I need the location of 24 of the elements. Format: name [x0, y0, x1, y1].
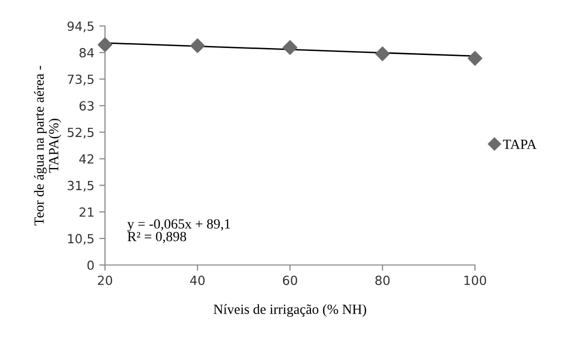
legend-label: TAPA: [503, 140, 537, 149]
point: [375, 46, 390, 62]
y-tick-label: 84: [80, 48, 94, 58]
y-tick-label: 0: [87, 260, 94, 270]
x-tick-label: 20: [98, 276, 112, 286]
x-tick-label: 40: [190, 276, 205, 286]
y-tick-label: 10,5: [68, 234, 94, 245]
y-tick-label: 42: [79, 154, 94, 164]
annotation: y = -0,065x + 89,1 R² = 0,898: [127, 219, 230, 244]
point: [190, 38, 205, 54]
point: [468, 51, 482, 66]
y-tick-label: 52,5: [68, 128, 94, 138]
y-tick-label: 31,5: [68, 180, 94, 192]
point: [282, 40, 298, 55]
x-axis-title: Níveis de irrigação (% NH): [214, 304, 366, 317]
y-tick-label: 94,5: [68, 21, 94, 32]
x-tick-label: 80: [375, 276, 390, 286]
y-tick-label: 73,5: [68, 74, 94, 86]
point: [98, 37, 112, 52]
x-tick-label: 60: [282, 276, 298, 286]
y-tick-label: 63: [80, 101, 94, 111]
y-axis-title: Teor de água na parte aérea - TAPA(%): [34, 66, 62, 226]
x-tick-label: 100: [464, 276, 486, 286]
y-tick-label: 21: [80, 207, 94, 217]
